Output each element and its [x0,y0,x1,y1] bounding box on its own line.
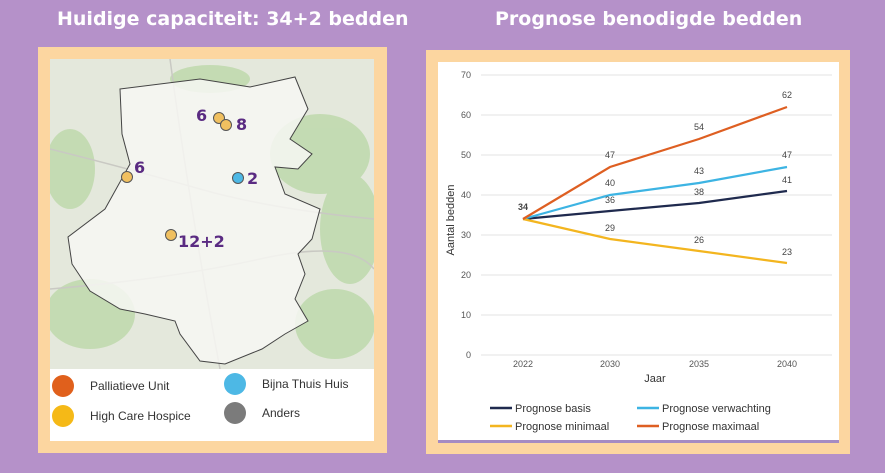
x-tick-label: 2040 [777,359,797,369]
legend-item-high-care-hospice: High Care Hospice [52,405,191,427]
data-label: 62 [782,90,792,100]
data-label: 43 [694,166,704,176]
legend-item-bijna-thuis-huis: Bijna Thuis Huis [224,373,348,395]
x-tick-label: 2035 [689,359,709,369]
series-line [522,165,788,221]
map-label: 6 [134,158,145,177]
y-tick-label: 10 [461,310,471,320]
y-axis-title: Aantal bedden [445,185,457,256]
y-tick-label: 60 [461,110,471,120]
data-label: 41 [782,175,792,185]
y-tick-label: 30 [461,230,471,240]
marker-2 [232,172,244,184]
x-tick-label: 2030 [600,359,620,369]
data-label: 47 [605,150,615,160]
y-tick-label: 50 [461,150,471,160]
legend-label: Prognose maximaal [662,421,759,433]
line-chart: 0 10 20 30 40 50 60 70 2022 2030 2035 2040 Jaar Aanta… [438,62,839,440]
map-panel-title: Huidige capaciteit: 34+2 bedden [57,8,409,30]
data-label: 54 [694,122,704,132]
map-panel: 6 8 6 2 12+2 Palliatieve Unit Bijna Thui… [38,47,387,453]
series-line [522,217,788,265]
map-label: 6 [196,106,207,125]
legend-label: Bijna Thuis Huis [262,377,349,391]
marker-6-west [121,171,133,183]
chart-panel: 0 10 20 30 40 50 60 70 2022 2030 2035 2040 Jaar Aanta… [426,50,850,454]
marker-12-2 [165,229,177,241]
legend-label: Prognose basis [515,403,591,415]
legend-item-anders: Anders [224,402,300,424]
legend-label: Anders [262,406,301,420]
map-legend: Palliatieve Unit Bijna Thuis Huis High C… [50,369,374,441]
legend-item-palliatieve-unit: Palliatieve Unit [52,375,169,397]
chart-footer-rule [438,440,839,443]
x-tick-label: 2022 [513,359,533,369]
data-label: 23 [782,247,792,257]
region-boundary [67,76,321,365]
x-axis-title: Jaar [644,373,666,385]
chart-panel-title: Prognose benodigde bedden [495,8,803,30]
legend-swatch-gray [224,402,246,424]
data-label: 47 [782,150,792,160]
data-label: 26 [694,235,704,245]
data-label: 38 [694,187,704,197]
marker-6-north [213,112,225,124]
series-line [522,189,788,221]
y-tick-label: 0 [466,350,471,360]
data-label: 29 [605,223,615,233]
data-label: 34 [518,202,528,212]
map-label: 8 [236,115,247,134]
legend-label: Palliatieve Unit [90,379,170,393]
legend-label: High Care Hospice [90,409,191,423]
data-label: 40 [605,178,615,188]
y-tick-label: 70 [461,70,471,80]
y-tick-label: 40 [461,190,471,200]
map-label: 2 [247,169,258,188]
legend-swatch-orange [52,375,74,397]
legend-swatch-blue [224,373,246,395]
series-line [522,105,788,220]
legend-label: Prognose minimaal [515,421,609,433]
data-label: 36 [605,195,615,205]
marker-8 [220,119,232,131]
map-svg: 6 8 6 2 12+2 [50,59,374,369]
y-tick-label: 20 [461,270,471,280]
map-label: 12+2 [178,232,225,251]
region-map: 6 8 6 2 12+2 [50,59,374,369]
legend-label: Prognose verwachting [662,403,771,415]
legend-swatch-yellow [52,405,74,427]
